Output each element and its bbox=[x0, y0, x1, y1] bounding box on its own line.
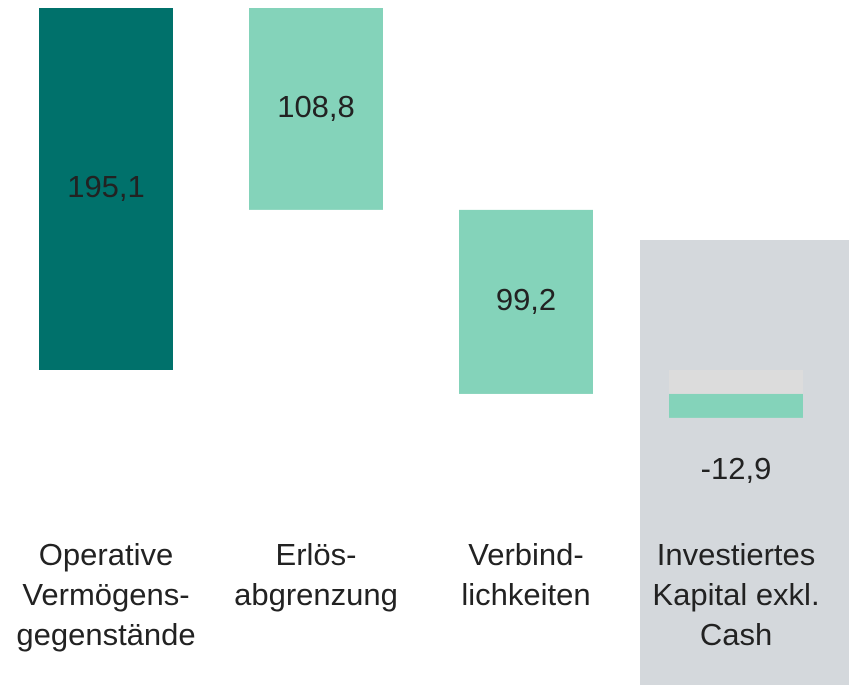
category-label: Cash bbox=[700, 617, 772, 652]
category-label: Erlös- bbox=[276, 537, 357, 572]
highlight-panel bbox=[640, 240, 849, 685]
category-label: Verbind- bbox=[468, 537, 583, 572]
bar bbox=[669, 393, 803, 418]
bar bbox=[39, 8, 173, 370]
category-label: gegenstände bbox=[16, 617, 195, 652]
value-label: 195,1 bbox=[67, 169, 145, 204]
bar bbox=[459, 209, 593, 394]
category-label: abgrenzung bbox=[234, 577, 398, 612]
category-label: Vermögens- bbox=[22, 577, 189, 612]
value-label: -12,9 bbox=[701, 451, 772, 486]
category-label: Kapital exkl. bbox=[652, 577, 819, 612]
category-label: lichkeiten bbox=[461, 577, 590, 612]
value-label: 99,2 bbox=[496, 282, 556, 317]
bar bbox=[249, 8, 383, 210]
category-label: Investiertes bbox=[657, 537, 816, 572]
zero-strip bbox=[669, 370, 803, 394]
value-label: 108,8 bbox=[277, 89, 355, 124]
category-label: Operative bbox=[39, 537, 173, 572]
